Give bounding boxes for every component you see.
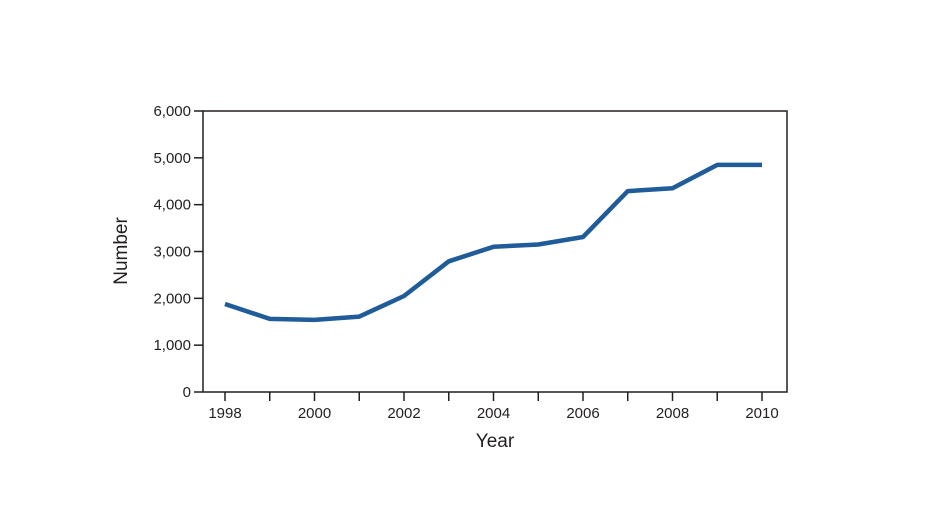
y-tick-label: 0 xyxy=(183,384,191,401)
y-tick-label: 3,000 xyxy=(153,244,191,261)
plot-frame xyxy=(202,110,788,393)
x-axis-title: Year xyxy=(476,431,515,452)
y-axis-title: Number xyxy=(111,217,132,285)
tick-labels: 0 1,000 2,000 3,000 4,000 5,000 6,000 1998 2000 2… xyxy=(153,103,778,422)
series-line xyxy=(224,162,762,323)
y-tick-label: 1,000 xyxy=(153,337,191,354)
axis-ticks xyxy=(194,110,763,401)
x-tick-label: 1998 xyxy=(208,405,241,422)
x-tick-label: 2004 xyxy=(477,405,510,422)
y-tick-label: 5,000 xyxy=(153,150,191,167)
y-tick-label: 2,000 xyxy=(153,290,191,307)
x-tick-label: 2008 xyxy=(656,405,689,422)
x-tick-label: 2010 xyxy=(745,405,778,422)
y-tick-label: 6,000 xyxy=(153,103,191,120)
x-tick-label: 2002 xyxy=(387,405,420,422)
y-tick-label: 4,000 xyxy=(153,197,191,214)
x-tick-label: 2000 xyxy=(298,405,331,422)
series-layer xyxy=(224,162,763,323)
x-tick-label: 2006 xyxy=(566,405,599,422)
